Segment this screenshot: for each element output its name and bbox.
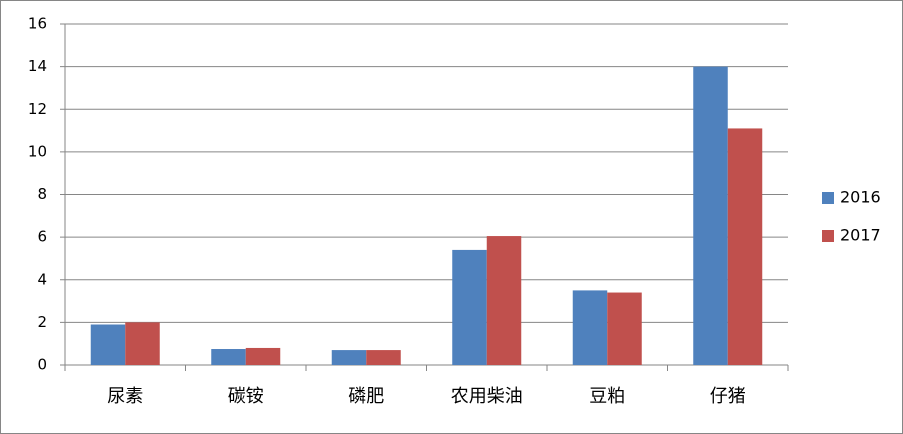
y-tick-label: 16	[28, 15, 47, 33]
bar	[452, 249, 487, 365]
y-tick-label: 4	[37, 270, 47, 288]
bar	[727, 128, 763, 365]
legend-label: 2017	[840, 226, 881, 245]
y-tick-label: 6	[37, 228, 47, 246]
x-tick-label: 碳铵	[228, 386, 264, 407]
bar	[366, 350, 401, 365]
x-tick-label: 农用柴油	[451, 386, 523, 407]
bar	[486, 236, 522, 365]
bar	[90, 324, 126, 365]
y-tick-label: 10	[28, 142, 47, 160]
bar	[245, 347, 281, 365]
x-tick-label: 仔猪	[710, 386, 746, 407]
bar	[693, 66, 728, 365]
bar	[211, 349, 246, 365]
legend-label: 2016	[840, 188, 881, 207]
y-tick-label: 8	[37, 185, 47, 203]
bar	[331, 350, 367, 365]
x-tick-label: 尿素	[107, 386, 143, 407]
y-tick-label: 14	[28, 57, 47, 75]
bar	[607, 292, 642, 365]
y-tick-label: 12	[28, 100, 47, 118]
bar	[572, 290, 608, 365]
bar	[125, 322, 160, 365]
legend-swatch	[822, 230, 834, 242]
legend-swatch	[822, 192, 834, 204]
x-tick-label: 磷肥	[348, 386, 384, 407]
x-tick-label: 豆粕	[589, 386, 625, 407]
y-tick-label: 2	[37, 313, 47, 331]
y-tick-label: 0	[37, 356, 47, 374]
